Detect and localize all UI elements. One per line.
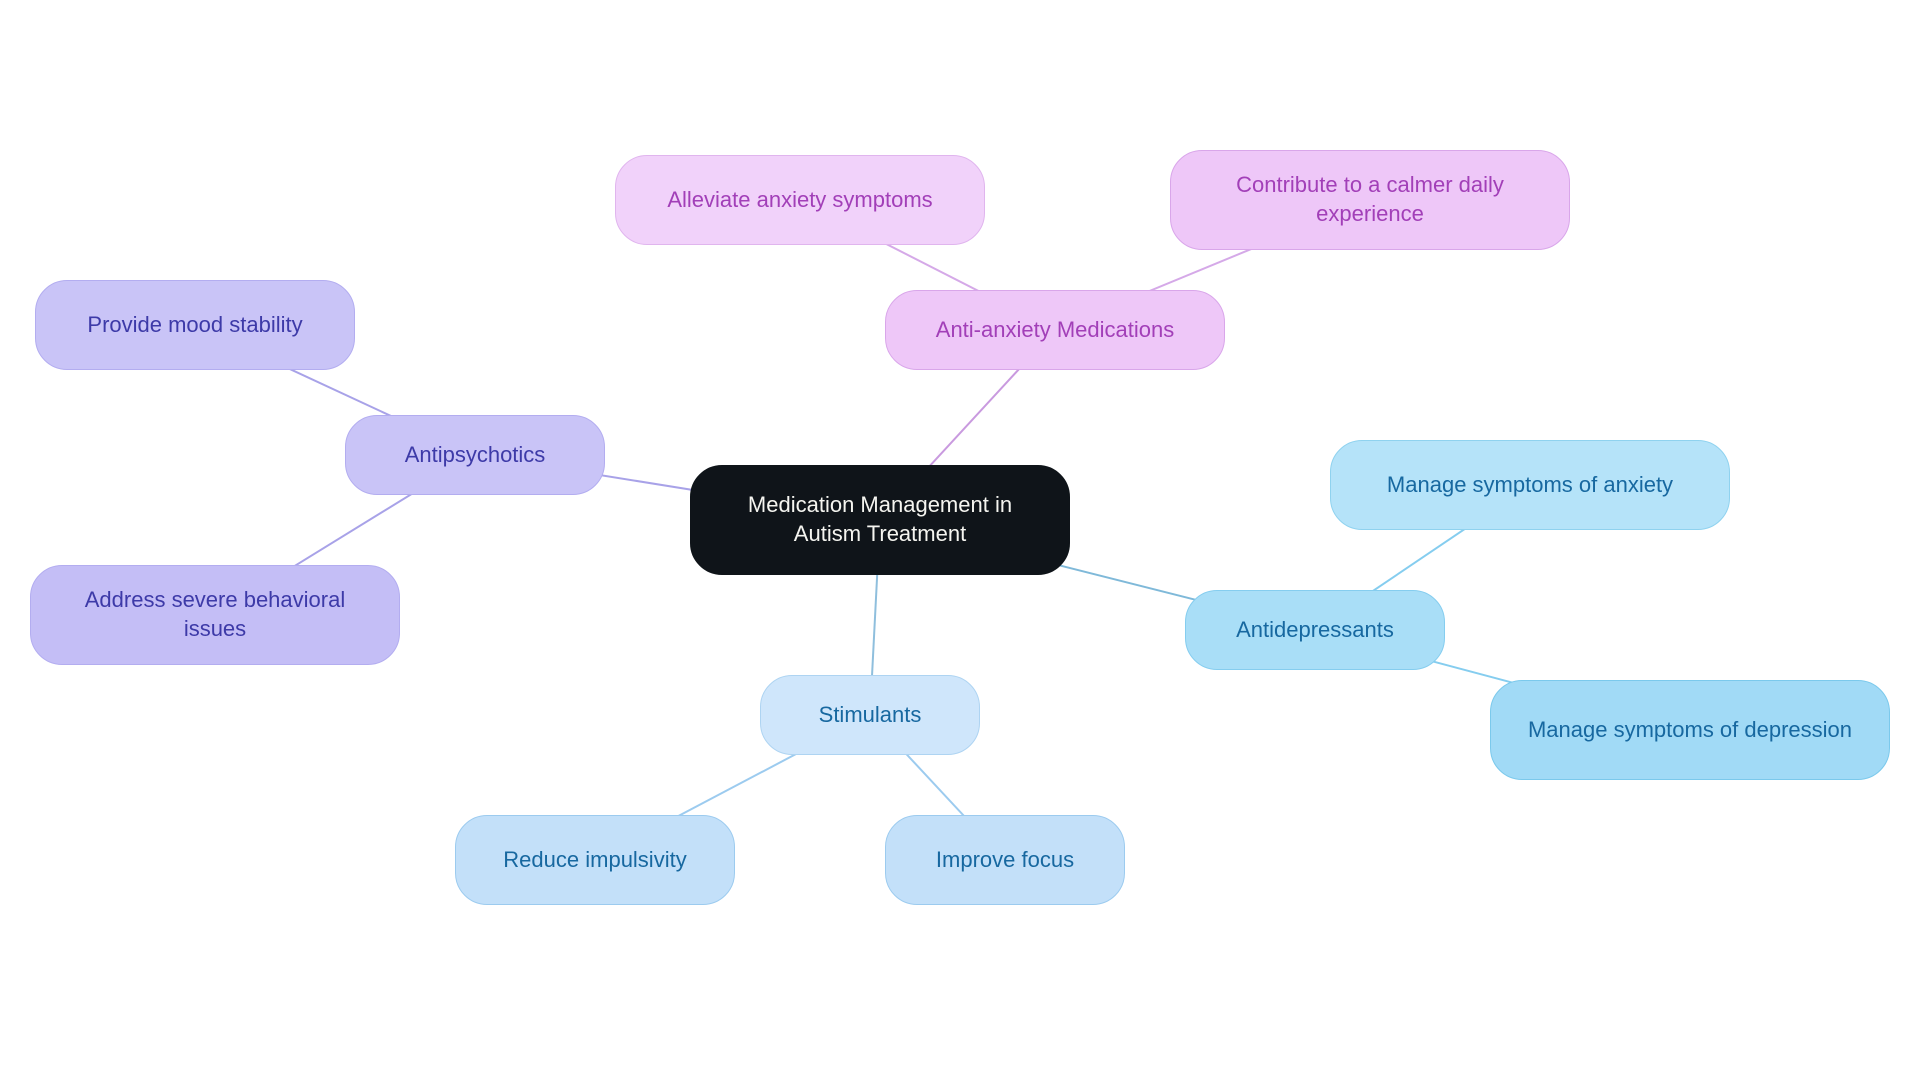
node-label: Stimulants xyxy=(819,701,922,730)
node-center: Medication Management in Autism Treatmen… xyxy=(690,465,1070,575)
node-anti_anxiety: Anti-anxiety Medications xyxy=(885,290,1225,370)
node-antidepressants: Antidepressants xyxy=(1185,590,1445,670)
mindmap-canvas: Medication Management in Autism Treatmen… xyxy=(0,0,1920,1083)
node-anti_anxiety_calmer: Contribute to a calmer daily experience xyxy=(1170,150,1570,250)
node-antipsychotics_behavior: Address severe behavioral issues xyxy=(30,565,400,665)
node-antidepressants_depression: Manage symptoms of depression xyxy=(1490,680,1890,780)
node-antipsychotics_mood: Provide mood stability xyxy=(35,280,355,370)
node-stimulants_impulsivity: Reduce impulsivity xyxy=(455,815,735,905)
node-label: Manage symptoms of depression xyxy=(1528,716,1852,745)
node-label: Alleviate anxiety symptoms xyxy=(667,186,932,215)
node-label: Antipsychotics xyxy=(405,441,546,470)
node-label: Contribute to a calmer daily experience xyxy=(1201,171,1539,228)
node-label: Antidepressants xyxy=(1236,616,1394,645)
node-label: Manage symptoms of anxiety xyxy=(1387,471,1673,500)
node-stimulants_focus: Improve focus xyxy=(885,815,1125,905)
node-label: Provide mood stability xyxy=(87,311,302,340)
node-stimulants: Stimulants xyxy=(760,675,980,755)
node-anti_anxiety_alleviate: Alleviate anxiety symptoms xyxy=(615,155,985,245)
node-label: Anti-anxiety Medications xyxy=(936,316,1174,345)
node-label: Medication Management in Autism Treatmen… xyxy=(721,491,1039,548)
node-label: Reduce impulsivity xyxy=(503,846,686,875)
node-antidepressants_anxiety: Manage symptoms of anxiety xyxy=(1330,440,1730,530)
node-label: Improve focus xyxy=(936,846,1074,875)
node-antipsychotics: Antipsychotics xyxy=(345,415,605,495)
node-label: Address severe behavioral issues xyxy=(61,586,369,643)
